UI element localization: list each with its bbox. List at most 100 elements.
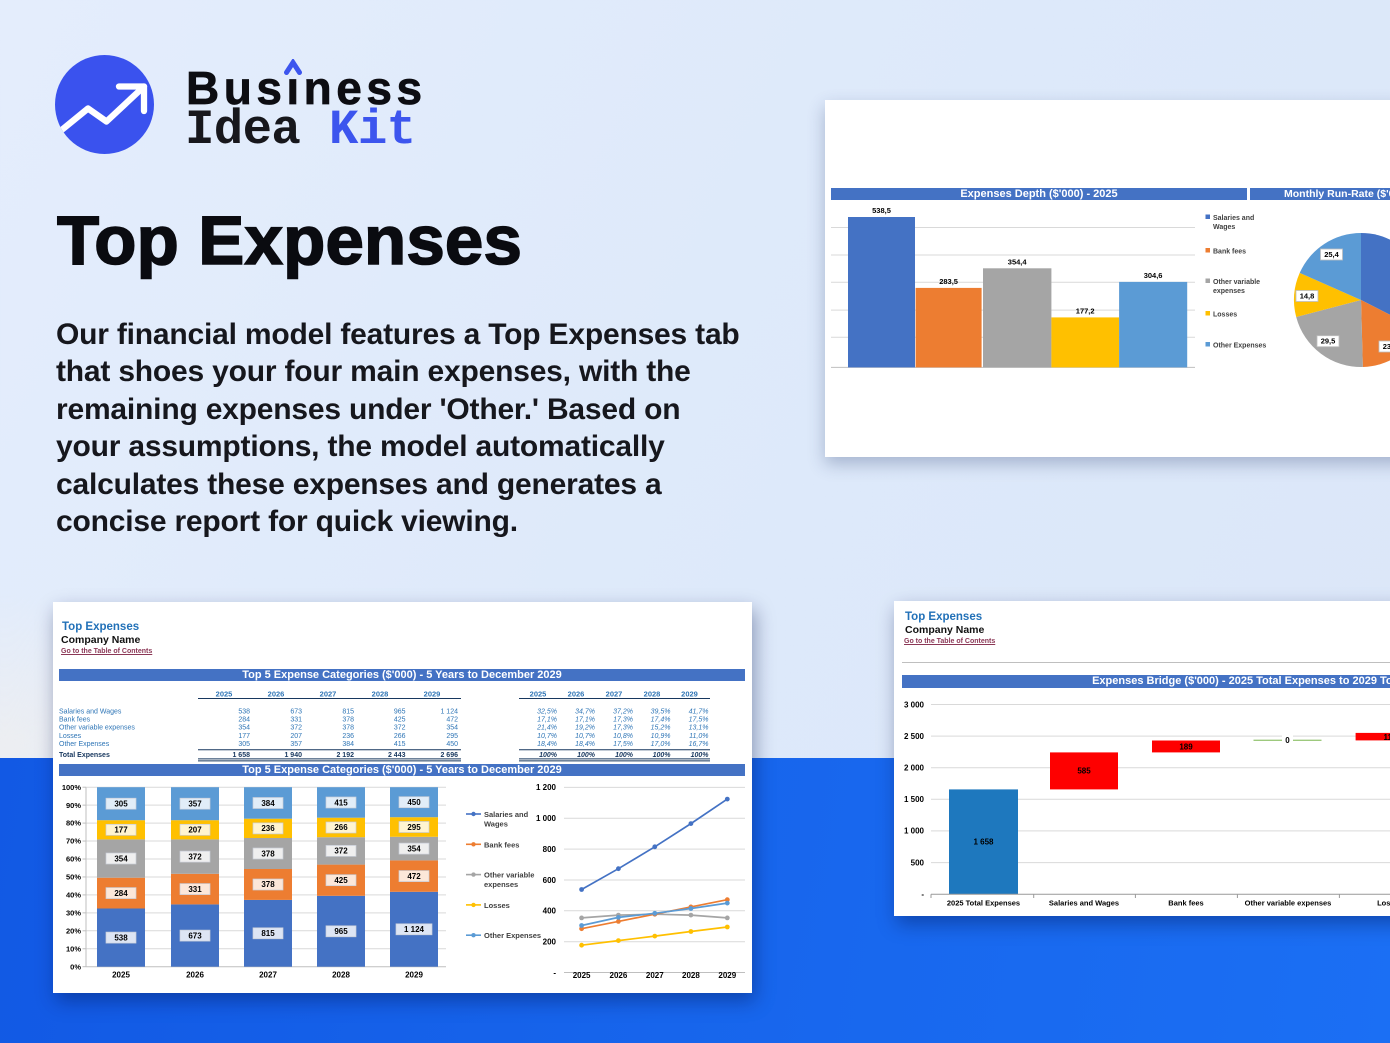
svg-text:Salaries and: Salaries and <box>1213 215 1254 222</box>
svg-text:Wages: Wages <box>1213 224 1235 231</box>
svg-text:354: 354 <box>446 725 458 732</box>
svg-text:10%: 10% <box>66 944 81 953</box>
svg-text:19,2%: 19,2% <box>575 725 595 732</box>
svg-text:Losses: Losses <box>59 733 82 740</box>
svg-text:23,6: 23,6 <box>1383 342 1390 351</box>
svg-text:29,5: 29,5 <box>1321 337 1336 346</box>
svg-text:295: 295 <box>407 823 421 832</box>
svg-text:236: 236 <box>261 824 275 833</box>
svg-text:1 940: 1 940 <box>284 752 302 759</box>
svg-text:1 500: 1 500 <box>904 795 925 804</box>
svg-text:37,2%: 37,2% <box>613 709 633 716</box>
svg-text:2025: 2025 <box>216 690 233 699</box>
svg-text:378: 378 <box>342 717 354 724</box>
svg-text:295: 295 <box>446 733 458 740</box>
svg-text:2 192: 2 192 <box>336 752 354 759</box>
svg-text:372: 372 <box>290 725 302 732</box>
svg-text:2027: 2027 <box>320 690 337 699</box>
svg-text:384: 384 <box>342 741 354 748</box>
svg-text:Salaries and Wages: Salaries and Wages <box>59 709 122 716</box>
svg-text:354: 354 <box>407 844 421 853</box>
svg-text:14,8: 14,8 <box>1300 292 1315 301</box>
svg-text:177: 177 <box>238 733 250 740</box>
svg-text:305: 305 <box>238 741 250 748</box>
svg-text:2026: 2026 <box>268 690 285 699</box>
svg-text:17,0%: 17,0% <box>651 741 671 748</box>
svg-text:15,2%: 15,2% <box>651 725 671 732</box>
svg-text:32,5%: 32,5% <box>537 709 557 716</box>
svg-text:2027: 2027 <box>646 971 664 980</box>
svg-text:Losses: Losses <box>1213 312 1237 319</box>
svg-text:2026: 2026 <box>610 971 628 980</box>
svg-text:100%: 100% <box>691 752 710 759</box>
svg-text:331: 331 <box>188 885 202 894</box>
svg-text:expenses: expenses <box>484 880 518 889</box>
svg-text:17,3%: 17,3% <box>613 717 633 724</box>
svg-text:expenses: expenses <box>1213 288 1245 295</box>
svg-text:673: 673 <box>188 931 202 940</box>
svg-text:378: 378 <box>261 880 275 889</box>
svg-text:415: 415 <box>334 798 348 807</box>
svg-text:41,7%: 41,7% <box>689 709 709 716</box>
svg-text:965: 965 <box>394 709 406 716</box>
svg-text:17,5%: 17,5% <box>689 717 709 724</box>
svg-text:17,4%: 17,4% <box>651 717 671 724</box>
svg-text:2029: 2029 <box>405 971 423 980</box>
svg-text:2029: 2029 <box>718 971 736 980</box>
svg-text:266: 266 <box>394 733 406 740</box>
svg-text:100%: 100% <box>577 752 596 759</box>
svg-text:50%: 50% <box>66 873 81 882</box>
svg-text:100%: 100% <box>615 752 634 759</box>
svg-text:384: 384 <box>261 799 275 808</box>
svg-text:21,4%: 21,4% <box>536 725 557 732</box>
svg-text:2028: 2028 <box>372 690 389 699</box>
svg-text:415: 415 <box>394 741 406 748</box>
svg-text:600: 600 <box>543 876 557 885</box>
svg-text:284: 284 <box>114 889 128 898</box>
svg-text:18,4%: 18,4% <box>575 741 595 748</box>
svg-text:354,4: 354,4 <box>1008 258 1028 267</box>
svg-text:Losses: Losses <box>1377 899 1390 908</box>
svg-text:Salaries and Wages: Salaries and Wages <box>1049 899 1119 908</box>
svg-text:1 200: 1 200 <box>536 783 557 792</box>
svg-text:Other variable: Other variable <box>484 871 534 880</box>
svg-text:2026: 2026 <box>186 971 204 980</box>
svg-text:372: 372 <box>334 847 348 856</box>
svg-text:357: 357 <box>290 741 302 748</box>
svg-text:2 443: 2 443 <box>388 752 406 759</box>
svg-text:1 658: 1 658 <box>232 752 250 759</box>
svg-text:Wages: Wages <box>484 820 508 829</box>
svg-text:10,7%: 10,7% <box>537 733 557 740</box>
svg-text:815: 815 <box>342 709 354 716</box>
svg-text:472: 472 <box>407 872 421 881</box>
svg-text:10,7%: 10,7% <box>575 733 595 740</box>
svg-text:Bank fees: Bank fees <box>484 840 519 849</box>
svg-text:354: 354 <box>238 725 250 732</box>
svg-text:Total Expenses: Total Expenses <box>59 752 110 759</box>
svg-text:500: 500 <box>911 858 925 867</box>
svg-text:70%: 70% <box>66 837 81 846</box>
svg-text:425: 425 <box>334 876 348 885</box>
svg-text:2025: 2025 <box>112 971 130 980</box>
svg-text:450: 450 <box>407 798 421 807</box>
svg-text:236: 236 <box>342 733 354 740</box>
svg-text:10,8%: 10,8% <box>613 733 633 740</box>
svg-text:60%: 60% <box>66 855 81 864</box>
svg-text:354: 354 <box>114 854 128 863</box>
svg-text:-: - <box>921 890 924 899</box>
svg-text:Other variable: Other variable <box>1213 279 1260 286</box>
svg-text:0%: 0% <box>70 962 81 971</box>
svg-text:17,1%: 17,1% <box>537 717 557 724</box>
svg-text:357: 357 <box>188 800 202 809</box>
svg-text:177,2: 177,2 <box>1076 307 1095 316</box>
svg-text:189: 189 <box>1179 743 1193 752</box>
svg-text:538: 538 <box>114 933 128 942</box>
svg-text:39,5%: 39,5% <box>651 709 671 716</box>
svg-text:2029: 2029 <box>681 690 698 699</box>
svg-text:815: 815 <box>261 929 275 938</box>
svg-text:2028: 2028 <box>644 690 661 699</box>
svg-text:331: 331 <box>290 717 302 724</box>
svg-text:372: 372 <box>188 852 202 861</box>
svg-text:400: 400 <box>543 907 557 916</box>
svg-text:Salaries and: Salaries and <box>484 810 529 819</box>
